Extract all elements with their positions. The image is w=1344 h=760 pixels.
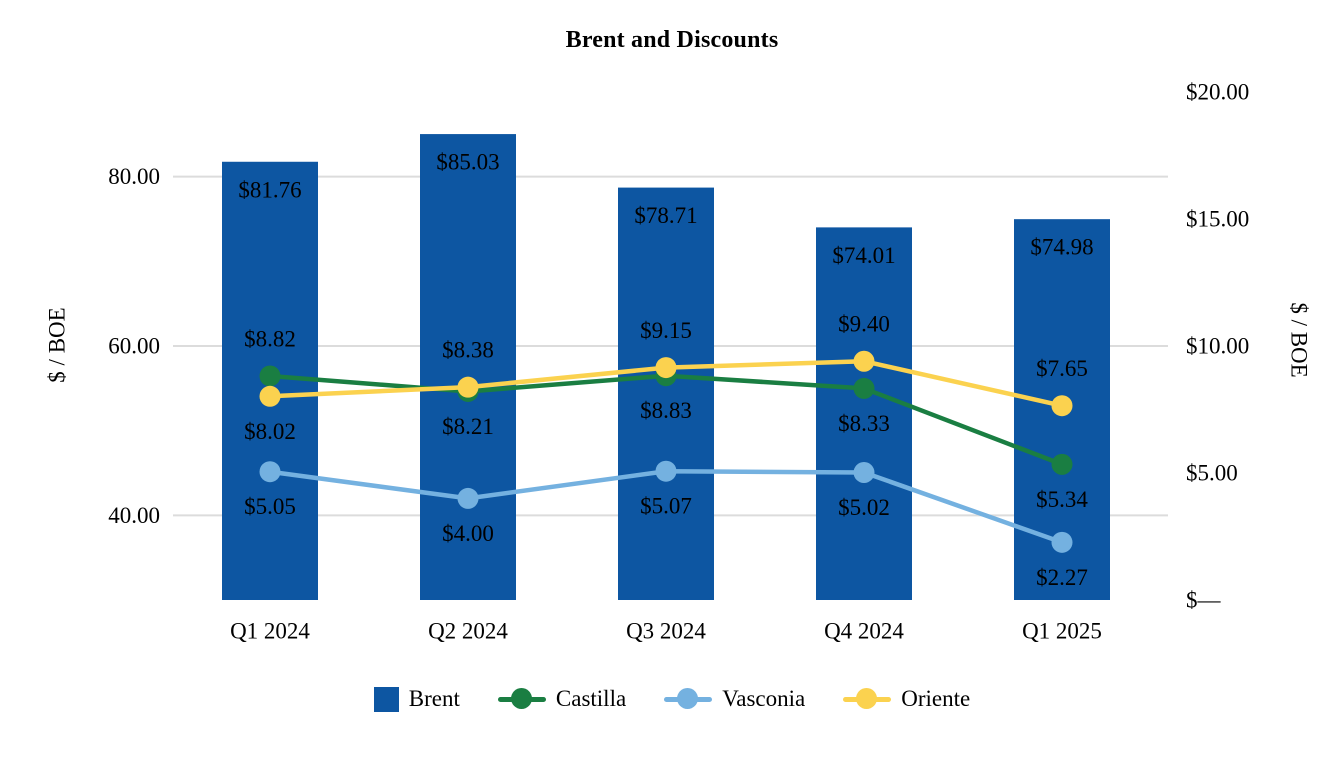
point-value-label: $8.33	[838, 411, 890, 436]
point-value-label: $5.34	[1036, 487, 1088, 512]
point-value-label: $2.27	[1036, 565, 1088, 590]
bar-value-label: $81.76	[238, 177, 301, 202]
point-value-label: $9.15	[640, 318, 692, 343]
right-axis-title: $ / BOE	[1287, 302, 1312, 377]
point-value-label: $5.07	[640, 494, 692, 519]
point-value-label: $8.38	[442, 338, 494, 363]
point-castilla-4	[1051, 453, 1073, 475]
brent-series-marker	[373, 686, 399, 712]
point-oriente-3	[853, 350, 875, 372]
point-vasconia-4	[1051, 531, 1073, 553]
category-label: Q4 2024	[824, 619, 904, 644]
legend-label-oriente: Oriente	[901, 686, 971, 711]
legend-label-vasconia: Vasconia	[722, 686, 806, 711]
bar-value-label: $74.01	[832, 243, 895, 268]
left-axis-title: $ / BOE	[45, 307, 70, 382]
point-oriente-4	[1051, 395, 1073, 417]
vasconia-series-marker	[664, 688, 713, 710]
category-label: Q1 2024	[230, 619, 310, 644]
plot-area: $81.76 $85.03 $78.71 $74.01 $74.98 Q1 2024 Q2 …	[45, 80, 1312, 644]
legend-label-castilla: Castilla	[555, 686, 627, 711]
right-axis-tick: $15.00	[1186, 207, 1249, 232]
bar-value-label: $74.98	[1030, 235, 1093, 260]
point-value-label: $8.02	[244, 419, 296, 444]
bar-brent-3	[816, 227, 912, 600]
point-vasconia-3	[853, 461, 875, 483]
right-axis-tick: $—	[1186, 588, 1222, 613]
legend-item-castilla: Castilla	[497, 686, 627, 712]
point-value-label: $8.83	[640, 398, 692, 423]
point-value-label: $7.65	[1036, 356, 1088, 381]
point-oriente-0	[259, 385, 281, 407]
bar-brent-2	[618, 187, 714, 600]
bar-brent-1	[420, 134, 516, 600]
right-axis-tick: $10.00	[1186, 334, 1249, 359]
point-castilla-0	[259, 365, 281, 387]
legend-item-vasconia: Vasconia	[664, 686, 805, 712]
point-value-label: $9.40	[838, 312, 890, 337]
oriente-series-marker	[843, 688, 892, 710]
point-vasconia-2	[655, 460, 677, 482]
point-value-label: $8.21	[442, 414, 494, 439]
bar-value-label: $85.03	[436, 150, 499, 175]
legend-item-oriente: Oriente	[843, 686, 970, 712]
point-value-label: $8.82	[244, 326, 296, 351]
right-axis-tick: $20.00	[1186, 80, 1249, 105]
left-axis-tick: 80.00	[108, 164, 160, 189]
legend-label-brent: Brent	[408, 686, 460, 711]
left-axis-tick: 60.00	[108, 334, 160, 359]
legend-item-brent: Brent	[373, 686, 460, 712]
point-oriente-2	[655, 357, 677, 379]
castilla-series-marker	[497, 688, 546, 710]
legend: Brent Castilla Vasconia Oriente	[0, 686, 1344, 712]
chart-title: Brent and Discounts	[565, 27, 779, 53]
category-label: Q1 2025	[1022, 619, 1102, 644]
bar-value-label: $78.71	[634, 203, 697, 228]
point-castilla-3	[853, 377, 875, 399]
point-value-label: $5.05	[244, 494, 296, 519]
category-label: Q3 2024	[626, 619, 706, 644]
point-value-label: $5.02	[838, 495, 890, 520]
right-axis-tick: $5.00	[1186, 461, 1238, 486]
point-vasconia-1	[457, 487, 479, 509]
category-label: Q2 2024	[428, 619, 508, 644]
point-oriente-1	[457, 376, 479, 398]
point-vasconia-0	[259, 461, 281, 483]
left-axis-tick: 40.00	[108, 503, 160, 528]
point-value-label: $4.00	[442, 521, 494, 546]
